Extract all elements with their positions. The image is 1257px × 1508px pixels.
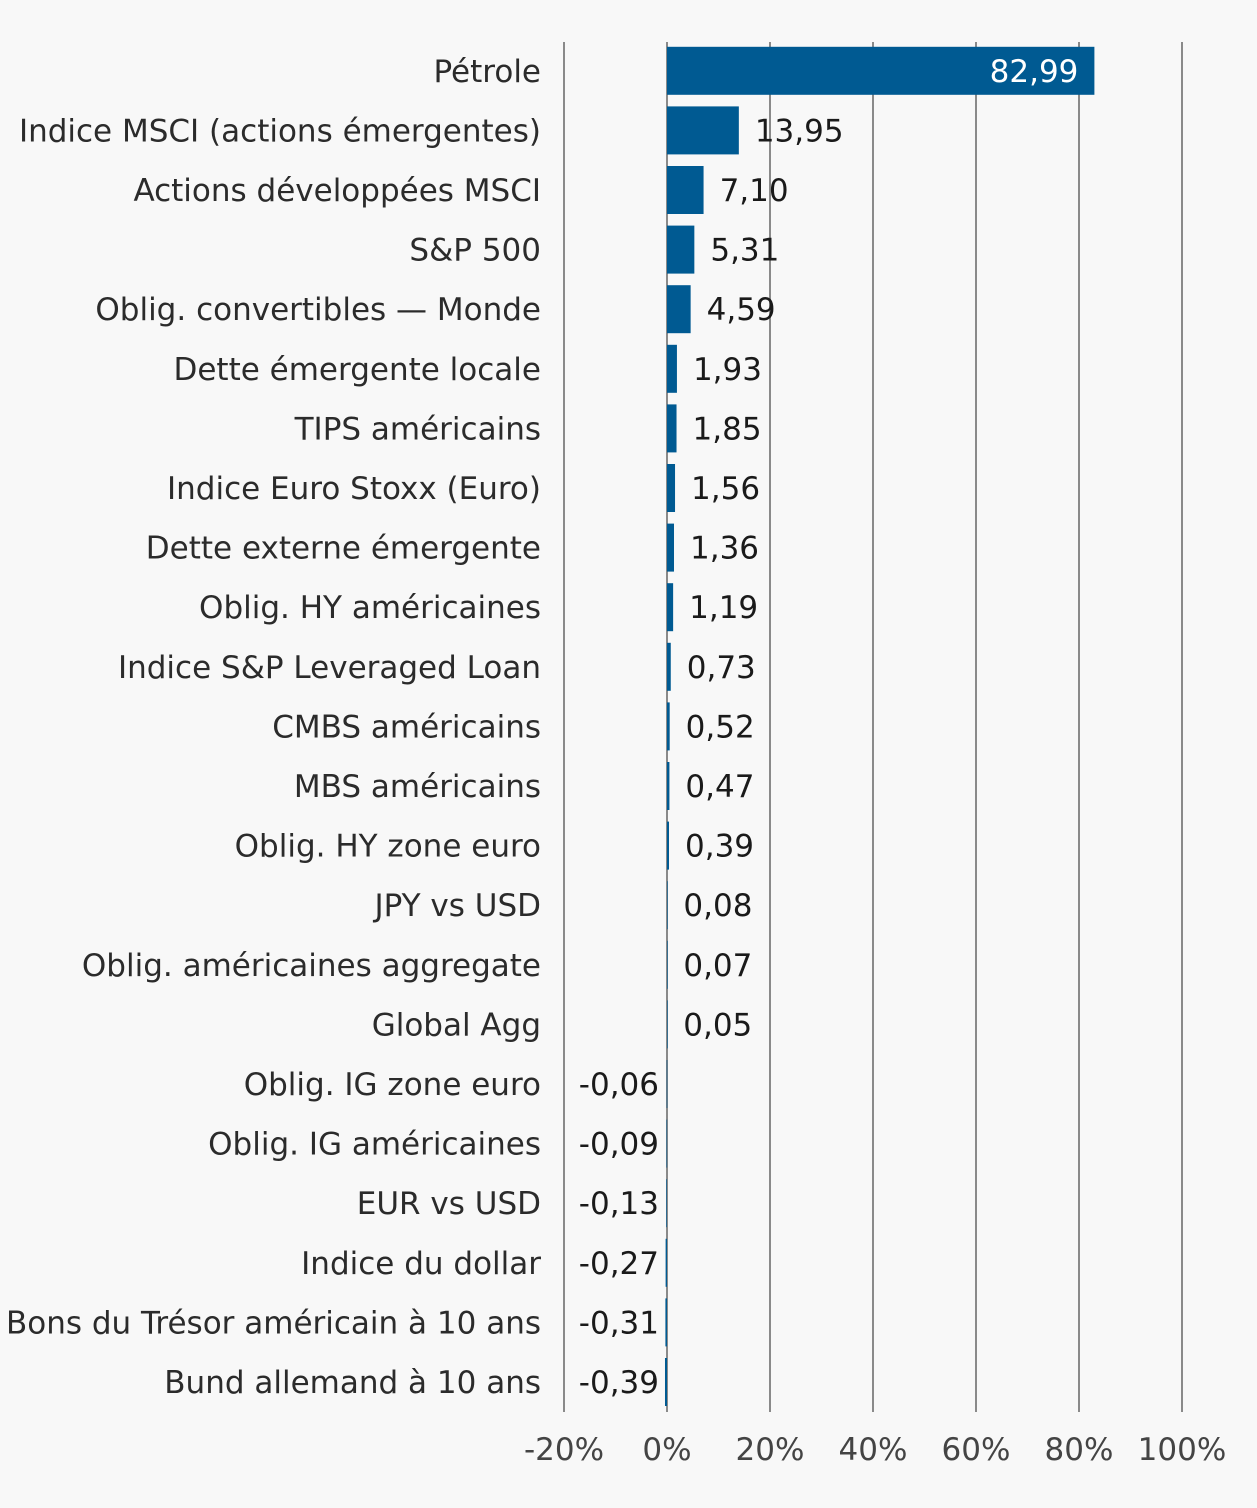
bar	[667, 1000, 668, 1049]
bar	[667, 344, 677, 393]
value-label: 13,95	[755, 113, 844, 149]
x-tick-label: 0%	[642, 1432, 691, 1468]
value-label: -0,27	[579, 1246, 659, 1282]
value-label: 1,19	[689, 590, 758, 626]
category-label: Oblig. américaines aggregate	[82, 948, 541, 984]
category-label: Oblig. HY zone euro	[235, 829, 541, 865]
value-label: 4,59	[707, 292, 776, 328]
category-label: TIPS américains	[294, 411, 541, 447]
category-label: Oblig. IG américaines	[208, 1127, 541, 1163]
category-label: Actions développées MSCI	[133, 173, 541, 209]
value-label: 1,36	[690, 531, 759, 567]
x-tick-label: 60%	[942, 1432, 1011, 1468]
bar	[667, 881, 668, 930]
category-label: Oblig. IG zone euro	[244, 1067, 541, 1103]
value-label: 7,10	[720, 173, 789, 209]
value-label: 5,31	[710, 233, 779, 269]
bar	[667, 464, 676, 512]
value-label: 1,93	[693, 352, 762, 388]
category-label: Global Agg	[372, 1007, 541, 1043]
category-label: MBS américains	[294, 769, 541, 805]
bar	[667, 285, 691, 334]
x-tick-label: -20%	[524, 1432, 604, 1468]
value-label: 1,85	[693, 411, 762, 447]
x-tick-label: 100%	[1138, 1432, 1227, 1468]
bar	[664, 1358, 667, 1406]
bar	[666, 1179, 667, 1228]
bar	[667, 404, 677, 453]
x-tick-label: 20%	[736, 1432, 805, 1468]
bar	[665, 1298, 667, 1347]
bar	[667, 166, 704, 214]
value-label: -0,31	[579, 1305, 659, 1341]
category-label: S&P 500	[409, 233, 541, 269]
category-label: Bund allemand à 10 ans	[164, 1365, 541, 1401]
value-label: 0,39	[685, 829, 754, 865]
value-label: 0,73	[687, 650, 756, 686]
bar	[667, 523, 675, 572]
value-label: 0,05	[683, 1007, 752, 1043]
bar	[667, 642, 671, 691]
value-label: -0,09	[579, 1127, 659, 1163]
category-label: EUR vs USD	[357, 1186, 541, 1222]
bar	[665, 1238, 667, 1287]
bar	[666, 1119, 668, 1168]
x-tick-label: 40%	[839, 1432, 908, 1468]
bar	[667, 46, 1095, 95]
value-label: 0,08	[683, 888, 752, 924]
value-label: 0,52	[686, 709, 755, 745]
category-label: JPY vs USD	[372, 888, 541, 924]
value-label: -0,06	[579, 1067, 659, 1103]
category-label: Bons du Trésor américain à 10 ans	[6, 1305, 541, 1341]
value-labels: 82,99 13,95 7,10 5,31 4,59 1,93 1,85 1,56 1,36 1,…	[579, 54, 1079, 1401]
category-label: Dette externe émergente	[146, 531, 541, 567]
category-label: Indice du dollar	[301, 1246, 541, 1282]
category-label: Indice Euro Stoxx (Euro)	[167, 471, 541, 507]
bar	[667, 940, 668, 989]
value-label: 0,47	[685, 769, 754, 805]
bars	[664, 46, 1095, 1406]
category-labels: Pétrole Indice MSCI (actions émergentes) A…	[6, 54, 541, 1401]
category-label: Pétrole	[433, 54, 541, 90]
bar	[667, 702, 670, 751]
value-label: -0,39	[579, 1365, 659, 1401]
category-label: CMBS américains	[272, 709, 541, 745]
x-tick-label: 80%	[1045, 1432, 1114, 1468]
category-label: Indice S&P Leveraged Loan	[118, 650, 541, 686]
bar	[667, 225, 695, 274]
bar	[667, 762, 670, 810]
category-label: Oblig. HY américaines	[199, 590, 541, 626]
value-label: -0,13	[579, 1186, 659, 1222]
value-label: 82,99	[990, 54, 1079, 90]
category-label: Oblig. convertibles — Monde	[95, 292, 541, 328]
bar	[667, 583, 674, 632]
bar	[667, 821, 670, 870]
category-label: Indice MSCI (actions émergentes)	[19, 113, 541, 149]
x-axis-tick-labels: -20% 0% 20% 40% 60% 80% 100%	[524, 1432, 1226, 1468]
bar	[666, 1060, 668, 1108]
bar	[667, 106, 739, 155]
category-label: Dette émergente locale	[173, 352, 541, 388]
value-label: 0,07	[683, 948, 752, 984]
value-label: 1,56	[691, 471, 760, 507]
